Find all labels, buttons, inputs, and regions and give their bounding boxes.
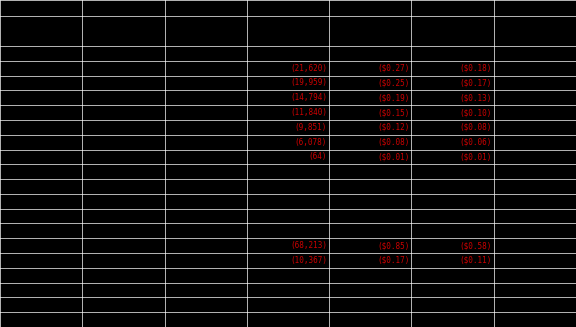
Text: ($0.15): ($0.15) xyxy=(377,108,410,117)
Text: ($0.25): ($0.25) xyxy=(377,78,410,88)
Text: ($0.06): ($0.06) xyxy=(459,138,492,146)
Text: ($0.08): ($0.08) xyxy=(377,138,410,146)
Text: (9,851): (9,851) xyxy=(295,123,327,132)
Text: ($0.58): ($0.58) xyxy=(459,241,492,250)
Text: ($0.17): ($0.17) xyxy=(377,256,410,265)
Text: ($0.18): ($0.18) xyxy=(459,64,492,73)
Text: ($0.19): ($0.19) xyxy=(377,93,410,102)
Text: (68,213): (68,213) xyxy=(290,241,327,250)
Text: ($0.17): ($0.17) xyxy=(459,78,492,88)
Text: ($0.85): ($0.85) xyxy=(377,241,410,250)
Text: ($0.12): ($0.12) xyxy=(377,123,410,132)
Text: (21,620): (21,620) xyxy=(290,64,327,73)
Text: (14,794): (14,794) xyxy=(290,93,327,102)
Text: ($0.08): ($0.08) xyxy=(459,123,492,132)
Text: ($0.10): ($0.10) xyxy=(459,108,492,117)
Text: ($0.27): ($0.27) xyxy=(377,64,410,73)
Text: ($0.01): ($0.01) xyxy=(459,152,492,162)
Text: (6,078): (6,078) xyxy=(295,138,327,146)
Text: ($0.11): ($0.11) xyxy=(459,256,492,265)
Text: ($0.01): ($0.01) xyxy=(377,152,410,162)
Text: (11,840): (11,840) xyxy=(290,108,327,117)
Text: ($0.13): ($0.13) xyxy=(459,93,492,102)
Text: (19,959): (19,959) xyxy=(290,78,327,88)
Text: (10,367): (10,367) xyxy=(290,256,327,265)
Text: (64): (64) xyxy=(309,152,327,162)
